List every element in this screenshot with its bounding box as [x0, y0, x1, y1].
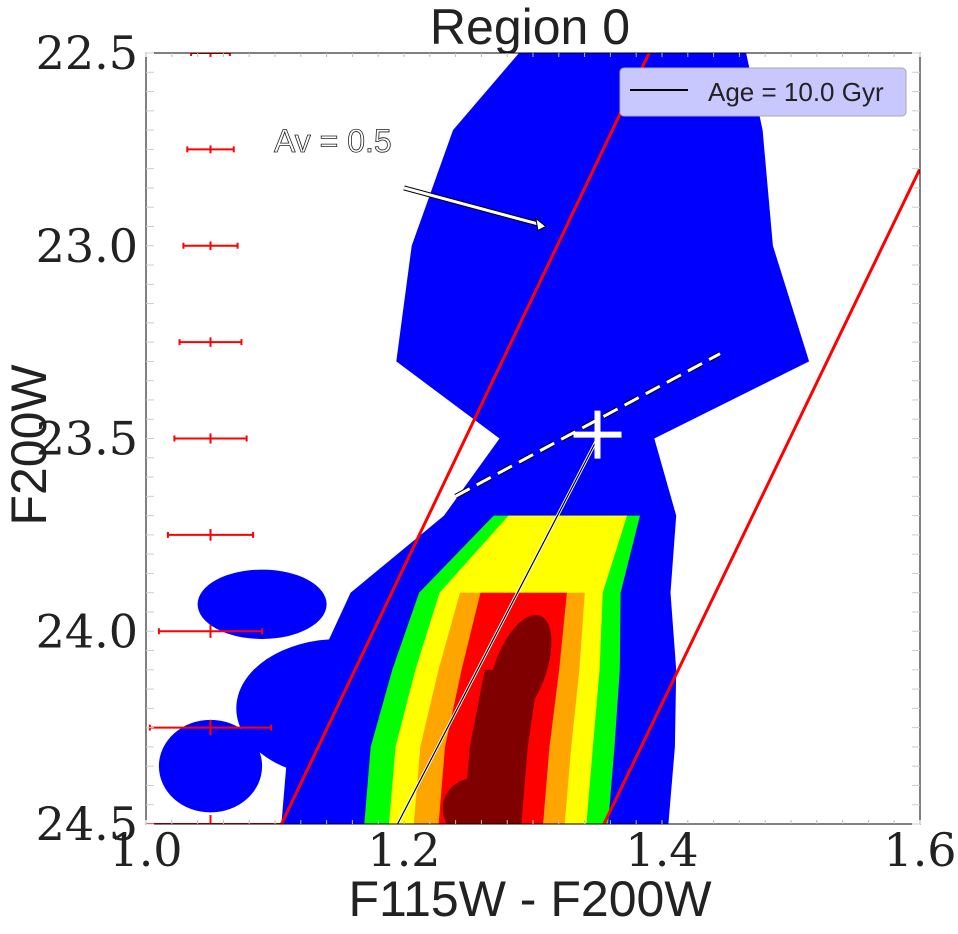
selection-line-0 — [280, 53, 651, 824]
density-blob-1 — [158, 719, 263, 813]
y-tick-label: 23.5 — [36, 412, 138, 466]
error-bar-5 — [166, 529, 255, 541]
isochrone-line — [397, 438, 599, 824]
legend-label: Age = 10.0 Gyr — [708, 77, 884, 107]
plot-area: Av = 0.5 — [145, 52, 921, 825]
chart-title: Region 0 — [430, 0, 630, 55]
density-core-lower — [442, 777, 508, 824]
plot-clipped-group: Av = 0.5 — [146, 53, 920, 824]
y-tick-label: 24.0 — [36, 604, 138, 658]
error-bar-4 — [173, 433, 248, 444]
x-tick-label: 1.6 — [883, 823, 956, 877]
selection-line-1 — [602, 167, 920, 824]
x-axis-label: F115W - F200W — [348, 871, 712, 927]
error-bar-6 — [157, 624, 264, 638]
error-bar-2 — [182, 241, 239, 251]
reddening-label: Av = 0.5 — [274, 123, 392, 159]
error-bar-0 — [190, 53, 231, 57]
legend-box — [619, 67, 907, 117]
x-tick-label: 1.0 — [109, 823, 182, 877]
legend: Age = 10.0 Gyr — [619, 67, 907, 117]
density-core-upper — [488, 614, 552, 725]
y-tick-label: 22.5 — [36, 26, 138, 80]
y-tick-label: 24.5 — [36, 797, 138, 851]
density-blob-0 — [197, 569, 327, 639]
y-tick-label: 23.0 — [36, 219, 138, 273]
reddening-arrow — [403, 186, 541, 226]
error-bar-8 — [146, 815, 284, 824]
y-axis-label: F200W — [1, 364, 57, 526]
error-bar-3 — [178, 337, 243, 347]
error-bar-1 — [186, 145, 235, 154]
x-tick-label: 1.2 — [367, 823, 440, 877]
tick-labels: 1.0 1.2 1.4 1.6 22.5 23.0 23.5 24.0 24.5 — [36, 26, 957, 877]
x-tick-label: 1.4 — [625, 823, 698, 877]
reddening-arrow-head — [535, 217, 547, 232]
trgb-line — [454, 352, 721, 498]
